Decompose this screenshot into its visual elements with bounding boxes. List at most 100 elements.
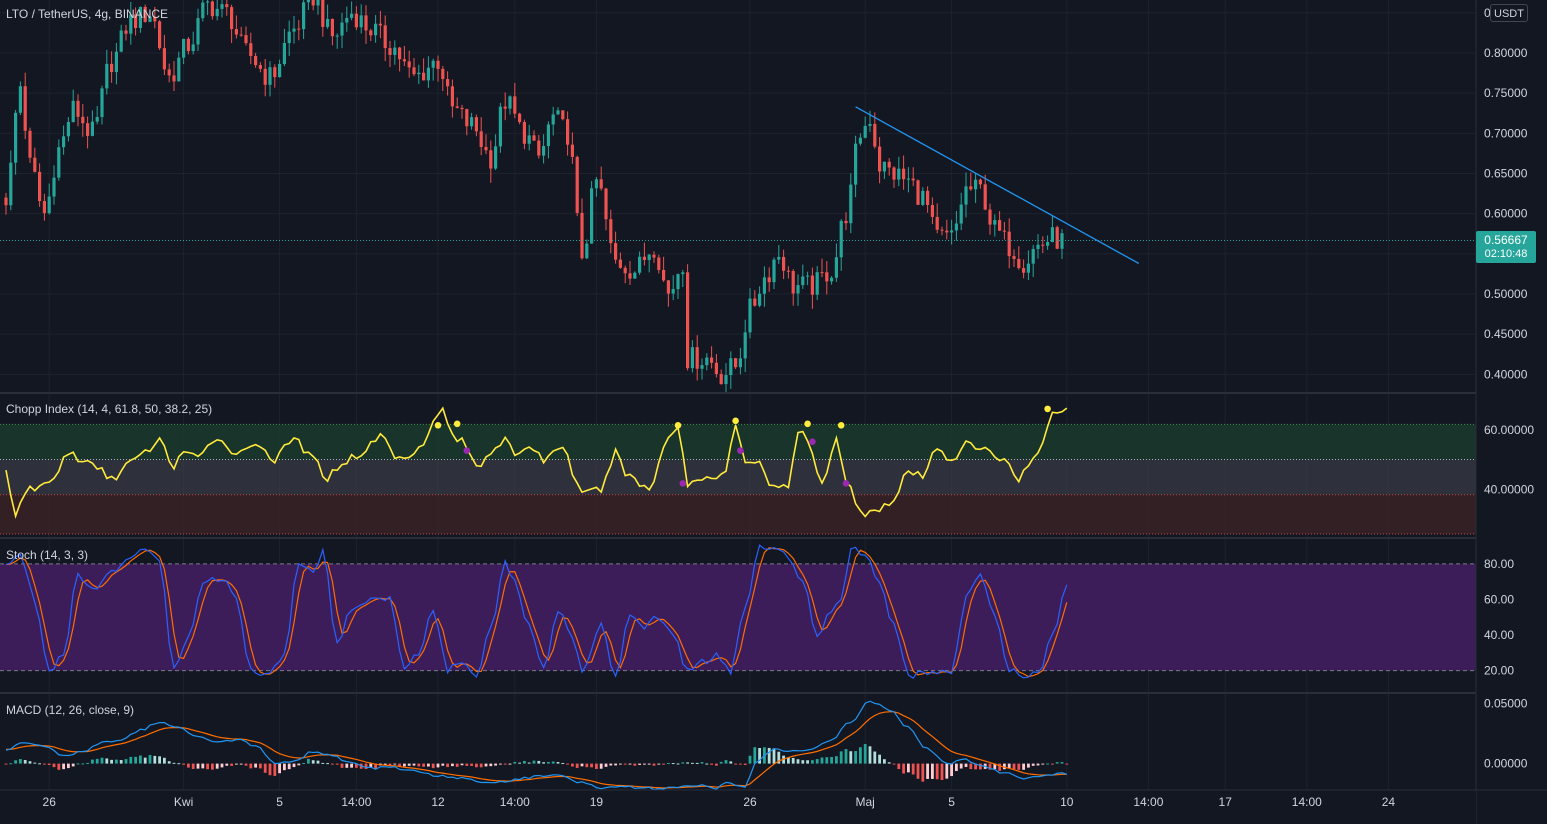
macd-histogram-bar	[676, 763, 680, 765]
candle-body	[105, 63, 109, 89]
macd-histogram-bar	[148, 755, 152, 764]
macd-histogram-bar	[177, 763, 181, 765]
macd-histogram-bar	[743, 763, 747, 765]
macd-histogram-bar	[537, 760, 541, 764]
candle-body	[911, 178, 915, 181]
descending-trendline[interactable]	[855, 106, 1140, 265]
time-axis-background[interactable]	[0, 790, 1476, 824]
macd-histogram-bar	[134, 756, 137, 764]
candle-body	[594, 179, 598, 189]
macd-histogram-bar	[839, 751, 843, 764]
time-axis-tick: 5	[948, 795, 955, 809]
candle-body	[354, 13, 358, 28]
macd-histogram-bar	[811, 760, 814, 764]
macd-histogram-bar	[451, 763, 454, 767]
macd-histogram-bar	[211, 763, 214, 770]
macd-histogram-bar	[259, 763, 262, 769]
candle-body	[364, 15, 368, 31]
macd-histogram-bar	[254, 763, 257, 768]
candle-body	[570, 144, 574, 157]
macd-histogram-bar	[892, 763, 896, 765]
candle-body	[422, 72, 426, 81]
macd-histogram-bar	[28, 761, 32, 764]
macd-histogram-bar	[580, 763, 584, 767]
candle-body	[628, 273, 632, 279]
macd-histogram-bar	[503, 763, 507, 765]
chop-zone-middle	[0, 459, 1476, 495]
candle-body	[335, 35, 339, 37]
macd-histogram-bar	[969, 763, 973, 770]
candle-body	[810, 275, 814, 295]
candle-body	[796, 285, 800, 294]
macd-histogram-bar	[244, 763, 248, 766]
macd-histogram-bar	[628, 763, 632, 765]
candle-body	[801, 276, 805, 286]
candle-body	[758, 293, 762, 306]
macd-histogram-bar	[859, 747, 862, 764]
candle-body	[388, 48, 392, 55]
bar-countdown: 02:10:48	[1484, 248, 1528, 261]
candle-body	[196, 18, 200, 45]
macd-histogram-bar	[719, 761, 723, 764]
candle-body	[100, 88, 104, 117]
candle-body	[182, 38, 186, 58]
macd-histogram-bar	[777, 751, 781, 764]
macd-histogram-bar	[331, 763, 334, 765]
macd-histogram-bar	[935, 763, 939, 780]
price-axis-background[interactable]	[1476, 0, 1547, 824]
candle-body	[868, 123, 872, 126]
candle-body	[748, 298, 752, 333]
macd-histogram-bar	[652, 763, 656, 766]
chop-signal-dot	[1044, 405, 1051, 413]
macd-histogram-bar	[715, 763, 718, 766]
macd-histogram-bar	[1051, 763, 1054, 765]
candle-body	[450, 86, 454, 107]
macd-histogram-bar	[902, 763, 905, 774]
candle-body	[892, 167, 896, 180]
macd-histogram-bar	[225, 763, 229, 766]
candle-body	[935, 216, 939, 230]
candle-body	[662, 269, 666, 281]
macd-histogram-bar	[215, 763, 219, 769]
candle-body	[57, 147, 61, 178]
currency-button[interactable]: USDT	[1490, 4, 1528, 22]
macd-histogram-bar	[835, 756, 838, 764]
candle-body	[623, 267, 627, 274]
chop-signal-dot	[434, 421, 442, 429]
macd-title[interactable]: MACD (12, 26, close, 9)	[6, 703, 135, 717]
candle-body	[767, 277, 771, 283]
candle-body	[681, 272, 685, 275]
macd-histogram-bar	[998, 763, 1001, 771]
candle-body	[311, 0, 315, 6]
candle-body	[239, 34, 243, 36]
candle-body	[930, 204, 934, 217]
price-candles	[4, 0, 1064, 393]
candle-body	[849, 184, 853, 224]
chop-index-title[interactable]: Chopp Index (14, 4, 61.8, 50, 38.2, 25)	[6, 402, 213, 416]
macd-histogram-bar	[52, 763, 56, 768]
macd-histogram-bar	[129, 756, 133, 764]
macd-histogram-bar	[734, 763, 737, 765]
macd-histogram-bar	[115, 759, 118, 764]
candle-body	[897, 168, 901, 180]
macd-histogram-bar	[748, 755, 752, 764]
macd-histogram-bar	[446, 763, 449, 768]
macd-line	[5, 700, 1067, 791]
candle-body	[878, 146, 882, 172]
pane-separators[interactable]	[0, 392, 1547, 694]
time-axis-tick: 19	[590, 795, 604, 809]
macd-histogram-bar	[767, 747, 771, 764]
macd-histogram-bar	[431, 763, 435, 769]
time-axis-tick: 17	[1219, 795, 1233, 809]
candle-body	[887, 161, 891, 168]
stoch-title[interactable]: Stoch (14, 3, 3)	[6, 548, 89, 562]
macd-histogram-bar	[489, 763, 493, 767]
macd-histogram-bar	[623, 763, 627, 765]
candle-body	[993, 220, 997, 225]
macd-histogram-bar	[854, 751, 857, 764]
candle-body	[359, 15, 363, 28]
candle-body	[522, 122, 526, 144]
symbol-title[interactable]: LTO / TetherUS, 4g, BINANCE	[6, 7, 169, 21]
candle-body	[162, 48, 166, 70]
